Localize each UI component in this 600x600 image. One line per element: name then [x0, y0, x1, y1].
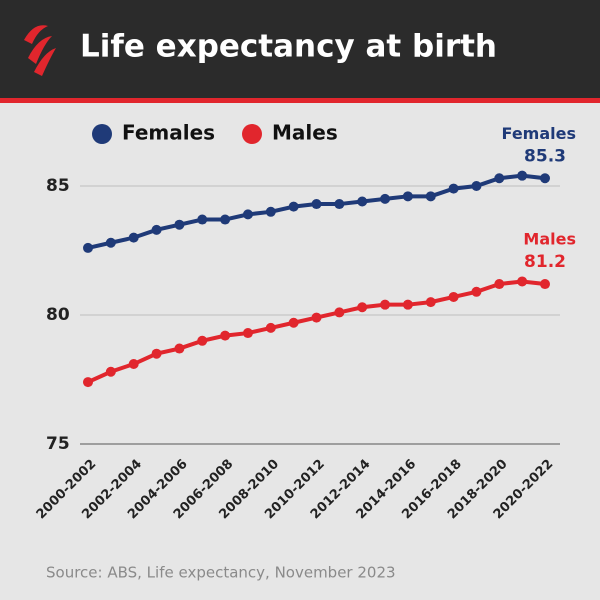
point-marker — [83, 377, 93, 388]
point-marker — [265, 206, 276, 217]
point-marker — [494, 173, 505, 184]
point-marker — [151, 224, 162, 235]
point-marker — [448, 183, 459, 194]
legend-marker — [92, 124, 112, 144]
point-marker — [288, 201, 299, 212]
point-marker — [242, 328, 253, 339]
y-tick-label: 75 — [46, 434, 70, 454]
point-marker — [311, 199, 322, 210]
point-marker — [380, 193, 391, 204]
point-marker — [128, 232, 139, 243]
point-marker — [357, 302, 368, 313]
end-value-label: 85.3 — [524, 146, 566, 166]
legend-marker — [242, 124, 262, 144]
point-marker — [265, 322, 276, 333]
point-marker — [105, 366, 116, 377]
point-marker — [197, 214, 208, 225]
point-marker — [128, 359, 139, 370]
point-marker — [311, 312, 322, 323]
chart-title: Life expectancy at birth — [80, 29, 497, 65]
point-marker — [540, 173, 550, 184]
point-marker — [334, 199, 345, 210]
point-marker — [517, 276, 528, 287]
point-marker — [151, 348, 162, 359]
end-label-name: Females — [502, 124, 576, 143]
y-tick-label: 85 — [46, 176, 70, 196]
header-stripe — [0, 98, 600, 103]
point-marker — [425, 297, 436, 308]
point-marker — [334, 307, 345, 318]
logo — [24, 25, 56, 76]
point-marker — [220, 330, 231, 341]
point-marker — [174, 219, 185, 230]
point-marker — [471, 286, 482, 297]
point-marker — [357, 196, 368, 207]
point-marker — [425, 191, 436, 202]
source-note: Source: ABS, Life expectancy, November 2… — [46, 564, 396, 582]
point-marker — [540, 279, 550, 290]
point-marker — [174, 343, 185, 354]
point-marker — [288, 317, 299, 328]
end-value-label: 81.2 — [524, 252, 566, 272]
point-marker — [448, 291, 459, 302]
point-marker — [197, 335, 208, 346]
legend-label: Males — [272, 121, 338, 145]
header — [0, 0, 600, 98]
point-marker — [471, 181, 482, 191]
y-tick-label: 80 — [46, 305, 70, 325]
point-marker — [402, 299, 413, 310]
point-marker — [494, 279, 505, 290]
point-marker — [220, 214, 231, 225]
point-marker — [105, 237, 116, 248]
point-marker — [380, 299, 391, 310]
point-marker — [517, 170, 528, 181]
point-marker — [402, 191, 413, 202]
point-marker — [83, 242, 93, 253]
point-marker — [242, 209, 253, 220]
end-label-name: Males — [523, 230, 576, 249]
legend-label: Females — [122, 121, 215, 145]
